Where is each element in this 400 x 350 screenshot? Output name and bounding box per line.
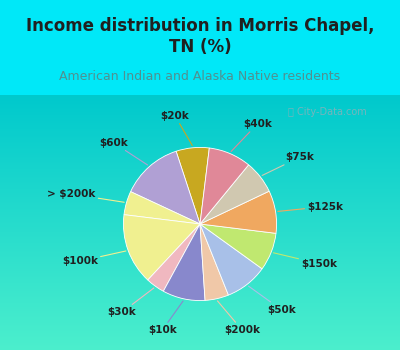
Text: $200k: $200k — [218, 301, 260, 335]
Wedge shape — [200, 224, 276, 269]
Text: ⓘ City-Data.com: ⓘ City-Data.com — [288, 107, 367, 117]
Text: $50k: $50k — [248, 286, 296, 315]
Wedge shape — [200, 148, 248, 224]
Wedge shape — [131, 151, 200, 224]
Text: > $200k: > $200k — [47, 189, 124, 202]
Text: $30k: $30k — [108, 288, 154, 317]
Text: $100k: $100k — [62, 251, 126, 266]
Wedge shape — [200, 224, 228, 300]
Wedge shape — [200, 191, 276, 233]
Text: $10k: $10k — [148, 301, 183, 335]
Wedge shape — [124, 192, 200, 224]
Text: American Indian and Alaska Native residents: American Indian and Alaska Native reside… — [60, 70, 340, 83]
Text: Income distribution in Morris Chapel,
TN (%): Income distribution in Morris Chapel, TN… — [26, 17, 374, 56]
Text: $60k: $60k — [99, 138, 148, 165]
Wedge shape — [176, 147, 209, 224]
Text: $40k: $40k — [231, 119, 272, 152]
Wedge shape — [200, 224, 262, 295]
Wedge shape — [148, 224, 200, 291]
Text: $125k: $125k — [278, 202, 343, 212]
Wedge shape — [124, 215, 200, 280]
Text: $75k: $75k — [262, 152, 314, 175]
Wedge shape — [200, 165, 269, 224]
Text: $150k: $150k — [274, 253, 337, 269]
Wedge shape — [163, 224, 205, 301]
Text: $20k: $20k — [161, 111, 192, 146]
